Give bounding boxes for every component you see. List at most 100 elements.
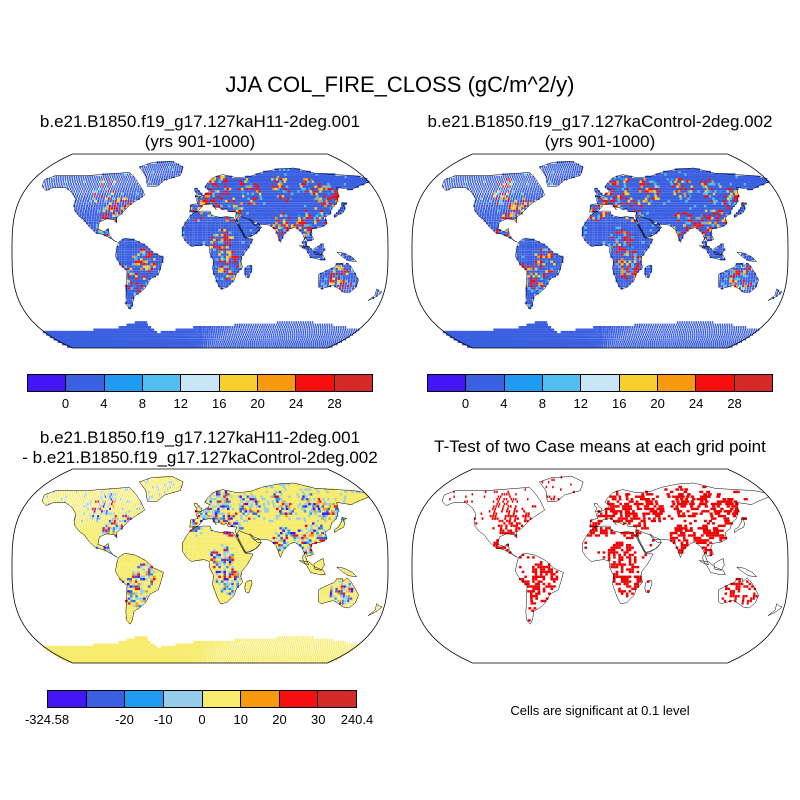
- grid-cell: [696, 335, 698, 339]
- grid-cell: [119, 250, 122, 254]
- grid-cell: [587, 335, 590, 339]
- grid-cell: [140, 340, 145, 343]
- grid-cell: [288, 328, 291, 331]
- grid-cell: [270, 221, 273, 225]
- grid-cell: [254, 175, 258, 179]
- grid-cell: [322, 207, 326, 210]
- grid-cell: [240, 328, 242, 331]
- grid-cell: [109, 192, 111, 196]
- grid-cell: [207, 214, 211, 217]
- grid-cell: [138, 287, 141, 290]
- grid-cell: [294, 190, 299, 193]
- grid-cell: [734, 340, 736, 343]
- grid-cell: [342, 338, 344, 341]
- grid-cell: [301, 204, 305, 208]
- grid-cell: [117, 197, 120, 200]
- grid-cell: [93, 221, 97, 225]
- grid-cell: [124, 328, 128, 331]
- grid-cell: [125, 292, 129, 295]
- grid-cell: [195, 190, 198, 193]
- grid-cell: [266, 185, 270, 188]
- grid-cell: [223, 258, 227, 261]
- grid-cell: [653, 345, 656, 348]
- grid-cell: [343, 202, 347, 205]
- grid-cell: [159, 333, 163, 336]
- grid-cell: [490, 330, 496, 334]
- grid-cell: [170, 345, 174, 348]
- grid-cell: [248, 214, 252, 217]
- grid-cell: [93, 175, 96, 179]
- grid-cell: [276, 192, 280, 196]
- grid-cell: [709, 345, 711, 348]
- grid-cell: [304, 233, 307, 237]
- grid-cell: [728, 333, 730, 336]
- grid-cell: [279, 173, 284, 176]
- grid-cell: [86, 202, 89, 205]
- grid-cell: [298, 195, 303, 198]
- bottom-left-title-line2: - b.e21.B1850.f19_g17.127kaControl-2deg.…: [22, 448, 378, 467]
- grid-cell: [309, 204, 312, 208]
- grid-cell: [697, 345, 700, 348]
- grid-cell: [326, 343, 328, 346]
- grid-cell: [113, 187, 115, 191]
- grid-cell: [716, 343, 719, 346]
- grid-cell: [277, 224, 281, 227]
- grid-cell: [97, 209, 100, 212]
- grid-cell: [569, 343, 573, 346]
- grid-cell: [91, 204, 93, 208]
- grid-cell: [213, 178, 217, 181]
- grid-cell: [189, 216, 193, 220]
- grid-cell: [157, 343, 162, 346]
- grid-cell: [256, 212, 260, 215]
- grid-cell: [558, 340, 562, 343]
- grid-cell: [292, 212, 296, 215]
- grid-cell: [267, 197, 271, 200]
- grid-cell: [125, 287, 129, 290]
- grid-cell: [548, 340, 553, 343]
- grid-cell: [258, 190, 262, 193]
- grid-cell: [143, 170, 145, 174]
- grid-cell: [307, 197, 311, 200]
- grid-cell: [263, 209, 267, 212]
- grid-cell: [214, 185, 217, 188]
- grid-cell: [218, 221, 221, 225]
- grid-cell: [279, 195, 283, 198]
- grid-cell: [711, 333, 713, 336]
- grid-cell: [298, 224, 302, 227]
- grid-cell: [96, 175, 98, 179]
- grid-cell: [263, 330, 265, 334]
- grid-cell: [504, 330, 509, 334]
- grid-cell: [88, 221, 91, 225]
- grid-cell: [119, 199, 122, 203]
- grid-cell: [88, 185, 90, 188]
- grid-cell: [600, 333, 603, 336]
- grid-cell: [274, 330, 276, 334]
- grid-cell: [220, 241, 224, 244]
- grid-cell: [296, 204, 300, 208]
- grid-cell: [232, 195, 235, 198]
- grid-cell: [94, 219, 97, 222]
- grid-cell: [252, 178, 256, 181]
- grid-cell: [313, 183, 317, 186]
- grid-cell: [272, 345, 274, 348]
- grid-cell: [240, 199, 243, 203]
- grid-cell: [210, 248, 213, 251]
- grid-cell: [335, 185, 340, 188]
- grid-cell: [71, 175, 73, 179]
- grid-cell: [115, 328, 120, 331]
- grid-cell: [223, 233, 227, 237]
- grid-cell: [661, 343, 663, 346]
- grid-cell: [319, 207, 323, 210]
- grid-cell: [296, 226, 299, 229]
- grid-cell: [562, 335, 566, 339]
- grid-cell: [220, 335, 223, 339]
- grid-cell: [725, 335, 727, 339]
- grid-cell: [126, 250, 130, 254]
- grid-cell: [342, 335, 344, 339]
- grid-cell: [379, 292, 381, 295]
- grid-cell: [280, 229, 284, 232]
- grid-cell: [241, 221, 245, 225]
- grid-cell: [353, 180, 358, 183]
- grid-cell: [239, 335, 242, 339]
- grid-cell: [704, 340, 707, 343]
